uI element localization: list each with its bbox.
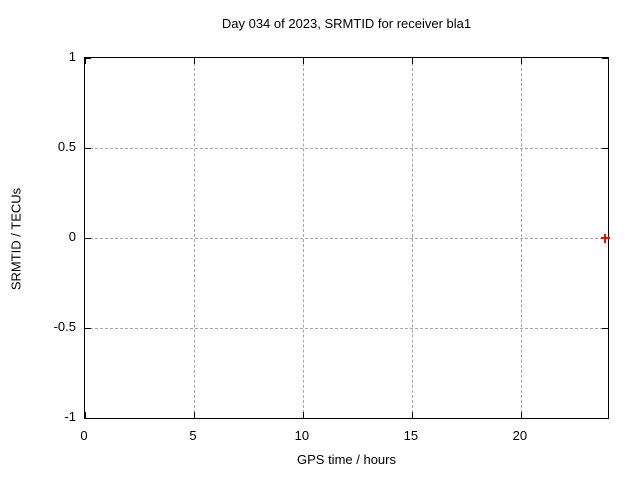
y-tick-label: -1 bbox=[64, 409, 76, 424]
x-tick-label: 0 bbox=[80, 428, 88, 443]
x-tick-label: 20 bbox=[512, 428, 528, 443]
y-tick-label: 0.5 bbox=[57, 139, 76, 154]
x-tick-label: 10 bbox=[294, 428, 310, 443]
tick-mark-top bbox=[302, 58, 304, 64]
chart-title: Day 034 of 2023, SRMTID for receiver bla… bbox=[221, 16, 472, 31]
plot-area bbox=[84, 57, 610, 419]
x-tick-label: 15 bbox=[403, 428, 419, 443]
tick-mark-right bbox=[602, 418, 608, 419]
gridline-horizontal bbox=[85, 238, 608, 239]
marker-plus-vertical-bar bbox=[604, 233, 607, 243]
data-point-marker bbox=[600, 233, 610, 243]
x-tick-label: 5 bbox=[189, 428, 197, 443]
y-tick-label: 0 bbox=[68, 229, 76, 244]
gridline-horizontal bbox=[85, 328, 608, 329]
tick-mark-left bbox=[85, 238, 91, 239]
tick-mark-left bbox=[85, 58, 91, 59]
tick-mark-left bbox=[85, 148, 91, 149]
tick-mark-right bbox=[602, 148, 608, 149]
tick-mark-bottom bbox=[302, 412, 304, 418]
tick-mark-bottom bbox=[520, 412, 522, 418]
tick-mark-left bbox=[85, 418, 91, 419]
tick-mark-left bbox=[85, 328, 91, 329]
x-axis-label: GPS time / hours bbox=[297, 452, 396, 467]
tick-mark-bottom bbox=[411, 412, 413, 418]
tick-mark-bottom bbox=[193, 412, 195, 418]
tick-mark-bottom bbox=[85, 412, 86, 418]
gridline-horizontal bbox=[85, 148, 608, 149]
tick-mark-top bbox=[520, 58, 522, 64]
tick-mark-right bbox=[602, 58, 608, 59]
tick-mark-top bbox=[411, 58, 413, 64]
tick-mark-right bbox=[602, 328, 608, 329]
y-tick-label: -0.5 bbox=[53, 319, 76, 334]
tick-mark-top bbox=[85, 58, 86, 64]
y-tick-label: 1 bbox=[68, 49, 76, 64]
tick-mark-top bbox=[193, 58, 195, 64]
